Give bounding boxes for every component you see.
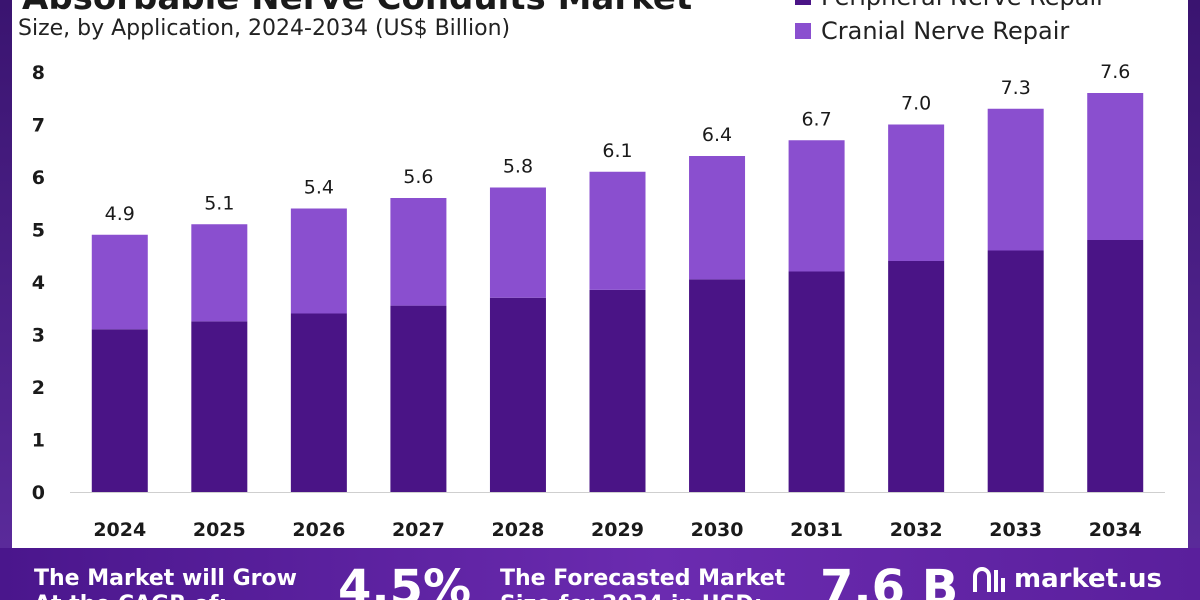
- legend-label-peripheral: Peripheral Nerve Repair: [821, 0, 1106, 11]
- bar-cranial-2029: [589, 171, 646, 290]
- x-tick-label-2028: 2028: [492, 519, 545, 541]
- bar-cranial-2034: [1087, 93, 1144, 240]
- bar-cranial-2030: [689, 156, 746, 280]
- value-label-2027: 5.6: [403, 166, 433, 188]
- bar-peripheral-2028: [489, 297, 546, 492]
- legend-label-cranial: Cranial Nerve Repair: [821, 17, 1070, 45]
- value-label-2025: 5.1: [204, 192, 234, 214]
- value-label-2030: 6.4: [702, 124, 732, 146]
- cagr-value: 4.5%: [338, 560, 472, 600]
- bar-cranial-2025: [191, 224, 248, 322]
- bar-peripheral-2029: [589, 289, 646, 492]
- forecast-caption-line-1: The Forecasted Market: [500, 566, 786, 591]
- bar-cranial-2031: [788, 140, 845, 272]
- y-tick-label: 6: [32, 167, 45, 189]
- bar-peripheral-2027: [390, 305, 447, 492]
- y-tick-label: 2: [32, 377, 45, 399]
- x-tick-label-2024: 2024: [93, 519, 146, 541]
- frame-left-border: [0, 0, 12, 548]
- y-tick-label: 5: [32, 220, 45, 242]
- legend-swatch-cranial: [795, 23, 811, 39]
- bar-cranial-2033: [987, 108, 1044, 251]
- legend-swatch-peripheral: [795, 0, 811, 5]
- value-label-2024: 4.9: [105, 203, 135, 225]
- bar-cranial-2024: [91, 234, 148, 330]
- legend-item-peripheral: Peripheral Nerve Repair: [795, 0, 1175, 12]
- bar-peripheral-2031: [788, 271, 845, 492]
- bar-cranial-2026: [290, 208, 347, 314]
- y-tick-label: 4: [32, 272, 45, 294]
- value-label-2029: 6.1: [602, 140, 632, 162]
- bar-peripheral-2030: [689, 279, 746, 492]
- footer-banner: The Market will Grow At the CAGR of: 4.5…: [0, 548, 1200, 600]
- value-label-2026: 5.4: [304, 177, 334, 199]
- bar-peripheral-2025: [191, 321, 248, 492]
- chart-subtitle: Size, by Application, 2024-2034 (US$ Bil…: [18, 16, 511, 41]
- x-tick-label-2025: 2025: [193, 519, 246, 541]
- forecast-caption: The Forecasted Market Size for 2034 in U…: [500, 566, 785, 600]
- value-label-2028: 5.8: [503, 156, 533, 178]
- bar-cranial-2032: [888, 124, 945, 261]
- forecast-value: 7.6 B: [820, 560, 959, 600]
- bar-cranial-2027: [390, 198, 447, 306]
- value-label-2033: 7.3: [1001, 77, 1031, 99]
- legend: Peripheral Nerve Repair Cranial Nerve Re…: [795, 0, 1175, 46]
- x-tick-label-2034: 2034: [1089, 519, 1142, 541]
- y-tick-label: 7: [32, 115, 45, 137]
- bar-peripheral-2024: [91, 329, 148, 492]
- brand-logo: market.us: [972, 564, 1162, 594]
- bar-peripheral-2032: [888, 261, 945, 492]
- y-tick-label: 3: [32, 325, 45, 347]
- bar-chart: 0 1 2 3 4 5 6 7 8 4.9 2024 5.1 2025 5.4 2026 5.6 2027 5.8…: [32, 61, 1165, 541]
- bar-peripheral-2026: [290, 313, 347, 492]
- cagr-caption: The Market will Grow At the CAGR of:: [34, 566, 297, 600]
- x-tick-label-2031: 2031: [790, 519, 843, 541]
- x-tick-label-2032: 2032: [890, 519, 943, 541]
- x-tick-label-2027: 2027: [392, 519, 445, 541]
- bar-peripheral-2034: [1087, 240, 1144, 492]
- x-tick-label-2026: 2026: [292, 519, 345, 541]
- cagr-caption-line-1: The Market will Grow: [34, 566, 297, 591]
- value-label-2034: 7.6: [1100, 61, 1130, 83]
- legend-item-cranial: Cranial Nerve Repair: [795, 16, 1175, 46]
- frame-right-border: [1188, 0, 1200, 548]
- x-tick-label-2033: 2033: [989, 519, 1042, 541]
- cagr-caption-line-2: At the CAGR of:: [34, 592, 297, 600]
- y-tick-label: 0: [32, 482, 45, 504]
- value-label-2031: 6.7: [801, 108, 831, 130]
- bar-peripheral-2033: [987, 250, 1044, 492]
- y-tick-label: 8: [32, 62, 45, 84]
- market-us-logo-icon: [973, 567, 1005, 592]
- x-tick-label-2029: 2029: [591, 519, 644, 541]
- y-tick-label: 1: [32, 430, 45, 452]
- chart-title: Absorbable Nerve Conduits Market: [22, 0, 692, 18]
- brand-name: market.us: [1014, 564, 1162, 594]
- x-tick-label-2030: 2030: [691, 519, 744, 541]
- bar-cranial-2028: [489, 187, 546, 298]
- forecast-caption-line-2: Size for 2034 in USD:: [500, 592, 785, 600]
- value-label-2032: 7.0: [901, 93, 931, 115]
